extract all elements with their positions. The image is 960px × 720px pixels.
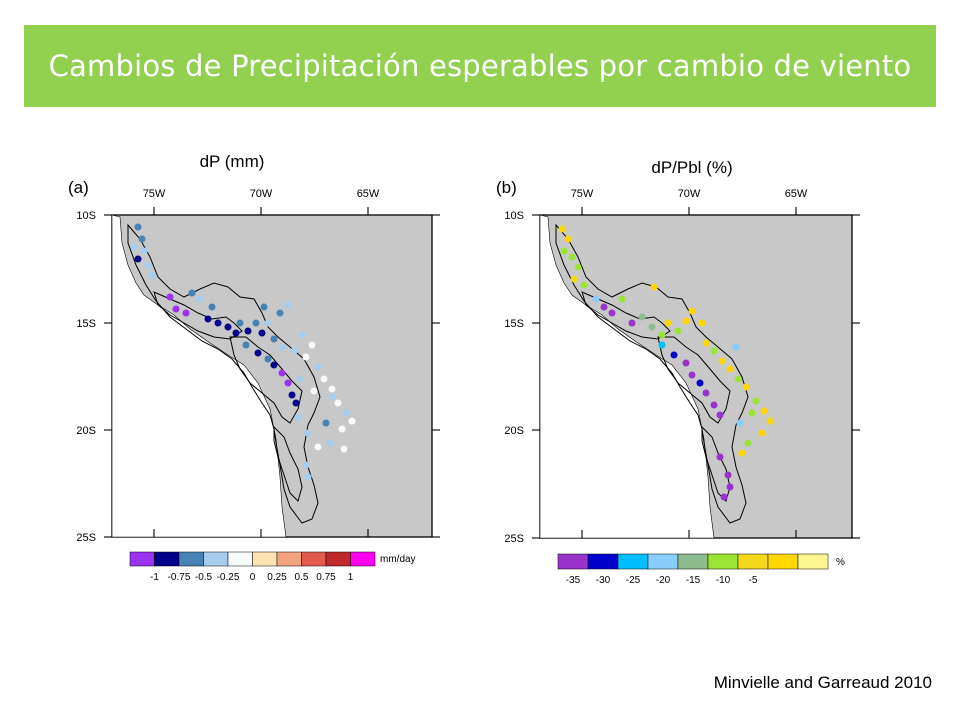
map-frame <box>532 207 860 539</box>
lon-label: 75W <box>571 188 594 200</box>
colorbar-label: -25 <box>626 575 641 586</box>
colorbar-label: -30 <box>596 575 611 586</box>
colorbar-label: 1 <box>348 572 354 583</box>
lat-label: 25S <box>76 532 96 544</box>
colorbar-label: -0.5 <box>195 572 213 583</box>
contour-inner-north <box>581 291 671 340</box>
lat-label: 20S <box>504 425 524 437</box>
colorbar-labels: -35 -30 -25 -20 -15 -10 -5 % <box>566 557 845 586</box>
coastline-white-sea <box>111 214 287 538</box>
lon-label: 70W <box>678 188 701 200</box>
colorbar-labels: -1 -0.75 -0.5 -0.25 0 0.25 0.5 0.75 1 mm… <box>150 554 416 583</box>
lat-label: 20S <box>76 425 96 437</box>
colorbar-unit: mm/day <box>380 554 416 565</box>
colorbar-label: 0.75 <box>316 572 336 583</box>
colorbar-label: -20 <box>656 575 671 586</box>
station-dots <box>130 223 356 481</box>
lat-label: 10S <box>76 210 96 222</box>
lat-label: 15S <box>76 318 96 330</box>
lon-tick-labels: 75W 70W 65W <box>143 188 380 200</box>
map-heading: dP (mm) <box>200 152 265 171</box>
lon-label: 70W <box>250 188 273 200</box>
title-banner: Cambios de Precipitación esperables por … <box>24 25 936 107</box>
contour-inner-south <box>273 425 303 502</box>
station-dots <box>558 225 774 501</box>
colorbar <box>557 553 829 570</box>
lon-label: 65W <box>785 188 808 200</box>
colorbar-label: 0.25 <box>267 572 287 583</box>
colorbar-label: -1 <box>150 572 159 583</box>
contour-outer <box>127 223 321 524</box>
lat-tick-marks <box>532 214 860 539</box>
lon-tick-marks <box>153 207 369 537</box>
lat-label: 10S <box>504 210 524 222</box>
colorbar-label: -10 <box>716 575 731 586</box>
map-frame <box>104 207 440 538</box>
map-heading: dP/Pbl (%) <box>651 158 732 177</box>
lat-label: 15S <box>504 318 524 330</box>
lon-tick-labels: 75W 70W 65W <box>571 188 808 200</box>
map-panel-a: dP (mm) (a) 75W 70W 65W 10S 15S 20S 25S <box>68 152 440 583</box>
lat-tick-labels: 10S 15S 20S 25S <box>504 210 524 545</box>
colorbar-label: -15 <box>686 575 701 586</box>
citation: Minvielle and Garreaud 2010 <box>713 673 932 692</box>
lat-label: 25S <box>504 533 524 545</box>
colorbar <box>129 551 376 567</box>
lat-tick-labels: 10S 15S 20S 25S <box>76 210 96 544</box>
colorbar-label: -5 <box>749 575 758 586</box>
map-panel-b: dP/Pbl (%) (b) 75W 70W 65W 10S 15S 20S 2… <box>496 158 860 586</box>
contour-inner-south <box>701 425 731 502</box>
coastline-white-sea <box>539 214 715 539</box>
panel-label: (b) <box>496 178 517 197</box>
contour-inner-north <box>153 291 243 340</box>
colorbar-label: -0.25 <box>217 572 240 583</box>
contour-outer <box>555 223 749 524</box>
lat-tick-marks <box>104 214 440 538</box>
panel-label: (a) <box>68 178 89 197</box>
slide-title: Cambios de Precipitación esperables por … <box>48 49 912 83</box>
colorbar-label: -35 <box>566 575 581 586</box>
colorbar-label: 0.5 <box>295 572 309 583</box>
lon-label: 75W <box>143 188 166 200</box>
lon-label: 65W <box>357 188 380 200</box>
colorbar-unit: % <box>836 557 845 568</box>
contour-inner-altiplano <box>229 336 303 424</box>
colorbar-label: 0 <box>250 572 256 583</box>
lon-tick-marks <box>581 207 797 538</box>
colorbar-label: -0.75 <box>168 572 191 583</box>
